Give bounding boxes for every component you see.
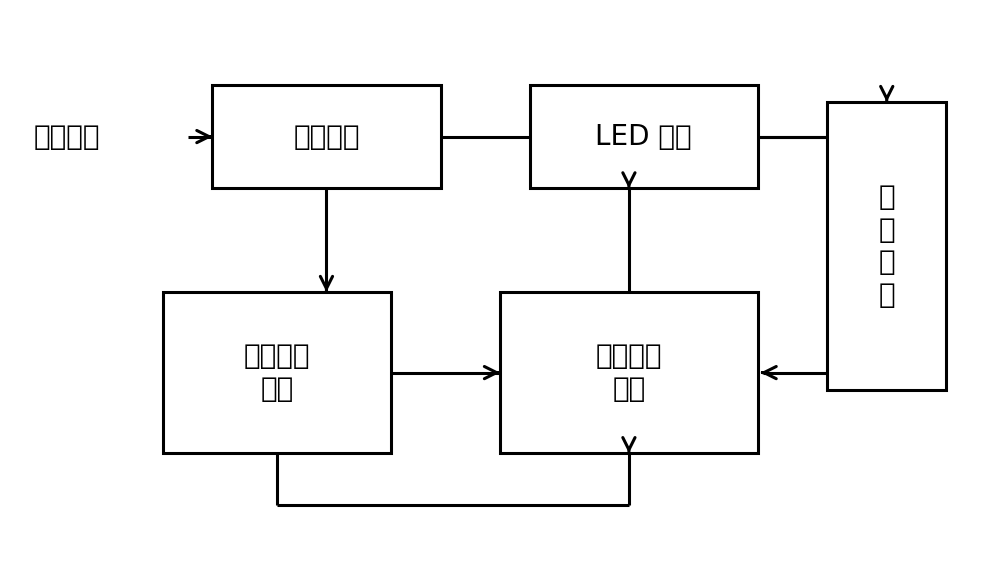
Bar xyxy=(500,292,758,453)
Bar xyxy=(827,102,946,390)
Bar xyxy=(163,292,391,453)
Bar xyxy=(212,85,440,189)
Text: 电源变换
电路: 电源变换 电路 xyxy=(596,342,662,403)
Text: 交流市电: 交流市电 xyxy=(34,123,100,151)
Text: LED 器件: LED 器件 xyxy=(595,123,692,151)
Bar xyxy=(530,85,758,189)
Text: 反
馈
回
路: 反 馈 回 路 xyxy=(878,183,895,308)
Text: 整流电路: 整流电路 xyxy=(293,123,360,151)
Text: 辅助电源
电路: 辅助电源 电路 xyxy=(244,342,310,403)
